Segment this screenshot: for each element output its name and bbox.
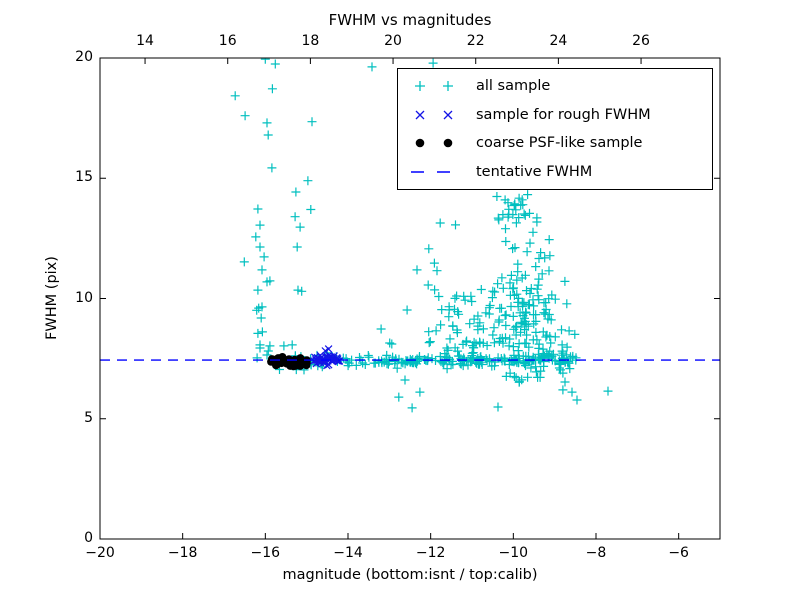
top-tick-label: 18 [301, 33, 320, 49]
x-tick-label: −8 [585, 545, 607, 561]
legend-entry: all sample [406, 73, 712, 99]
series-sample-for-rough-fwhm [310, 345, 344, 370]
legend-entry: sample for rough FWHM [406, 102, 712, 128]
legend-label: sample for rough FWHM [476, 106, 651, 123]
y-tick-label: 15 [75, 169, 93, 186]
y-tick-label: 5 [84, 409, 93, 426]
x-marker-icon [415, 110, 453, 120]
x-tick-label: −12 [415, 545, 446, 561]
x-tick-label: −10 [498, 545, 529, 561]
x-tick-label: −6 [668, 545, 689, 561]
top-tick-label: 16 [218, 33, 237, 49]
dot-marker-icon [415, 138, 453, 148]
x-axis-label: magnitude (bottom:isnt / top:calib) [282, 567, 538, 583]
series-coarse-psf-like-sample [267, 353, 311, 371]
dash-marker-icon [411, 171, 459, 173]
legend: all sample sample for rough FWHM coarse PS… [397, 68, 713, 190]
top-tick-label: 26 [632, 33, 650, 49]
y-tick-label: 10 [75, 289, 93, 306]
top-tick-label: 14 [136, 33, 154, 49]
top-tick-label: 20 [384, 33, 402, 49]
top-tick-label: 24 [549, 33, 568, 49]
y-tick-label: 20 [75, 49, 93, 65]
chart-title: FWHM vs magnitudes [328, 11, 492, 29]
legend-label: all sample [476, 78, 551, 95]
plus-marker-icon [415, 81, 453, 92]
x-tick-label: −14 [333, 545, 363, 561]
x-tick-label: −18 [167, 545, 198, 561]
legend-label: coarse PSF-like sample [476, 135, 643, 152]
x-tick-label: −16 [250, 545, 281, 561]
axis-ticks [99, 57, 720, 540]
legend-label: tentative FWHM [476, 163, 593, 180]
legend-entry: coarse PSF-like sample [406, 130, 712, 156]
y-tick-label: 0 [84, 530, 93, 546]
top-tick-label: 22 [466, 33, 485, 49]
x-tick-label: −20 [85, 545, 115, 561]
legend-entry: tentative FWHM [406, 159, 712, 185]
